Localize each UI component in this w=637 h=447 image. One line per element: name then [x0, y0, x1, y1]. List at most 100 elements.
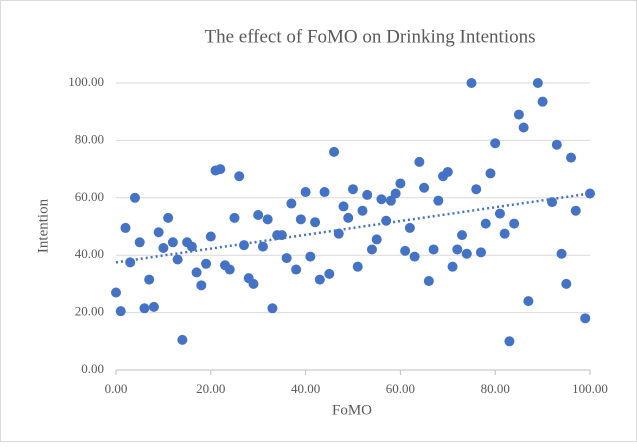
point: [447, 261, 458, 272]
y-tick-label: 20.00: [75, 304, 104, 319]
point: [295, 214, 306, 225]
point: [400, 245, 411, 256]
point: [419, 182, 430, 193]
y-tick-label: 40.00: [75, 246, 104, 261]
point: [224, 264, 235, 275]
x-tick-label: 0.00: [105, 381, 128, 396]
x-tick-label: 60.00: [386, 381, 415, 396]
point: [172, 254, 183, 265]
point: [348, 184, 358, 195]
point: [371, 234, 382, 245]
point: [129, 192, 140, 203]
point: [357, 205, 368, 216]
point: [163, 212, 174, 223]
point: [499, 228, 510, 239]
x-tick-label: 20.00: [196, 381, 225, 396]
point: [125, 257, 136, 268]
point: [234, 171, 245, 182]
x-tick-label: 40.00: [291, 381, 320, 396]
y-axis-label: Intention: [35, 198, 51, 253]
point: [196, 280, 207, 291]
point: [286, 198, 297, 209]
point: [532, 78, 543, 88]
point: [580, 313, 591, 324]
point: [494, 208, 505, 219]
point: [509, 218, 520, 229]
point: [366, 244, 377, 255]
point: [144, 274, 155, 285]
point: [305, 251, 316, 262]
point: [267, 303, 278, 314]
point: [390, 188, 401, 199]
point: [466, 78, 477, 88]
point: [352, 261, 363, 272]
point: [376, 194, 387, 205]
point: [461, 248, 472, 259]
point: [423, 276, 434, 287]
x-tick-label: 80.00: [481, 381, 510, 396]
point: [556, 248, 567, 259]
y-tick-label: 0.00: [81, 361, 104, 376]
point: [485, 168, 496, 179]
point: [381, 215, 392, 226]
point: [433, 195, 444, 206]
point: [281, 253, 292, 264]
point: [471, 184, 482, 195]
point: [291, 264, 302, 275]
y-tick-label: 60.00: [75, 189, 104, 204]
point: [248, 278, 259, 289]
point: [570, 205, 581, 216]
point: [414, 156, 425, 167]
point: [215, 164, 226, 175]
point: [201, 258, 212, 269]
point: [253, 210, 264, 221]
point: [428, 244, 439, 255]
point: [561, 278, 572, 289]
point: [343, 212, 354, 223]
point: [329, 146, 340, 157]
point: [148, 301, 159, 312]
point: [115, 306, 126, 317]
point: [457, 230, 468, 241]
y-tick-label: 80.00: [75, 131, 104, 146]
point: [475, 247, 486, 258]
point: [338, 201, 349, 212]
point: [537, 96, 548, 107]
point: [310, 217, 321, 228]
x-tick-label: 100.00: [572, 381, 608, 396]
point: [177, 334, 188, 345]
point: [139, 303, 150, 314]
point: [333, 228, 344, 239]
point: [186, 241, 197, 252]
point: [134, 237, 145, 248]
point: [158, 243, 169, 254]
chart-title: The effect of FoMO on Drinking Intention…: [204, 26, 535, 47]
point: [111, 287, 121, 298]
point: [153, 227, 164, 238]
point: [319, 187, 330, 198]
point: [504, 336, 515, 347]
point: [167, 237, 178, 248]
point: [300, 187, 311, 198]
point: [566, 152, 577, 163]
point: [547, 197, 558, 208]
point: [324, 268, 335, 279]
point: [191, 267, 202, 278]
point: [452, 244, 463, 255]
point: [480, 218, 491, 229]
point: [262, 214, 273, 225]
point: [513, 109, 524, 120]
point: [385, 195, 396, 206]
point: [314, 274, 325, 285]
point: [404, 222, 415, 233]
point: [442, 166, 453, 177]
point: [490, 138, 501, 149]
point: [551, 139, 562, 150]
point: [229, 212, 240, 223]
point: [395, 178, 406, 189]
x-axis-label: FoMO: [332, 402, 372, 418]
point: [518, 122, 529, 133]
point: [523, 296, 534, 307]
point: [257, 241, 268, 252]
